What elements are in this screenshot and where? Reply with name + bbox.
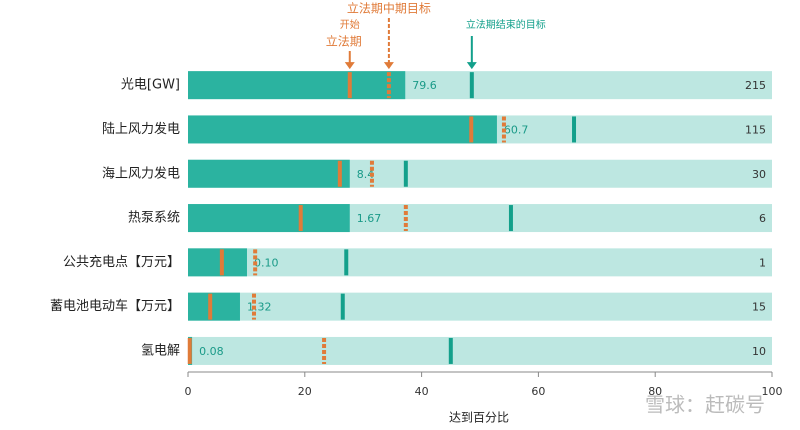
x-tick-label: 20 <box>298 385 312 398</box>
current-value: 1.32 <box>247 301 272 314</box>
target-value: 6 <box>759 212 766 225</box>
current-value: 0.10 <box>254 256 279 269</box>
track <box>188 292 772 321</box>
category-label: 陆上风力发电 <box>102 121 180 137</box>
target-value: 10 <box>752 345 766 358</box>
x-tick-label: 60 <box>531 385 545 398</box>
category-label: 蓄电池电动车【万元】 <box>50 298 180 314</box>
progress-bar <box>188 115 497 144</box>
current-value: 79.6 <box>412 79 437 92</box>
progress-bar <box>188 204 350 233</box>
category-label: 热泵系统 <box>128 211 180 226</box>
target-value: 1 <box>759 256 766 269</box>
category-label: 氢电解 <box>141 343 180 358</box>
track <box>188 248 772 277</box>
annotation-midterm: 立法期中期目标 <box>347 1 431 16</box>
target-value: 30 <box>752 168 766 181</box>
track <box>188 336 772 365</box>
watermark: 雪球：赶碳号 <box>645 393 765 417</box>
current-value: 60.7 <box>504 123 529 136</box>
progress-bar <box>188 248 247 277</box>
x-axis-title: 达到百分比 <box>449 411 509 425</box>
arrowhead-end <box>466 62 477 70</box>
arrowhead-start <box>344 62 355 70</box>
x-tick-label: 100 <box>762 385 783 398</box>
category-label: 海上风力发电 <box>102 165 180 181</box>
progress-bar <box>188 292 240 321</box>
current-value: 8.4 <box>357 168 375 181</box>
category-label: 光电[GW] <box>121 78 180 93</box>
category-label: 公共充电点【万元】 <box>63 254 180 270</box>
annotation-end: 立法期结束的目标 <box>466 18 546 31</box>
progress-bar <box>188 71 406 100</box>
current-value: 1.67 <box>357 212 382 225</box>
arrowhead-midterm <box>383 62 394 70</box>
target-value: 15 <box>752 301 766 314</box>
target-value: 115 <box>745 123 766 136</box>
progress-bar <box>188 159 350 188</box>
x-tick-label: 40 <box>415 385 429 398</box>
x-tick-label: 80 <box>648 385 662 398</box>
annotation-start-bottom: 立法期 <box>326 34 362 49</box>
x-tick-label: 0 <box>185 385 192 398</box>
annotation-start-top: 开始 <box>340 18 360 31</box>
current-value: 0.08 <box>199 345 224 358</box>
target-value: 215 <box>745 79 766 92</box>
